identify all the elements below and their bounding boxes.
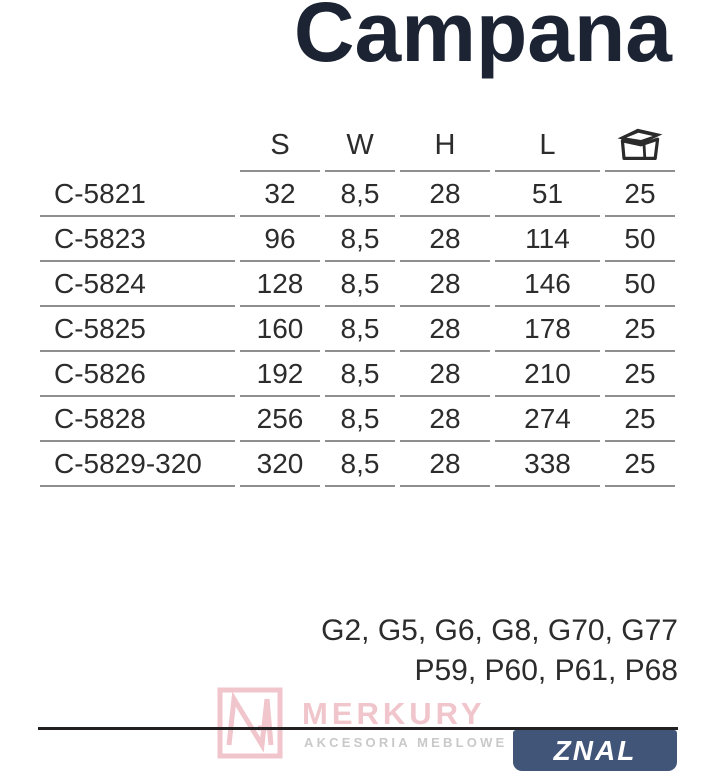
cell-s: 32 <box>240 172 320 217</box>
cell-qty: 25 <box>605 397 675 442</box>
cell-w: 8,5 <box>325 307 395 352</box>
table-row: C-5826 192 8,5 28 210 25 <box>40 352 675 397</box>
table-row: C-5828 256 8,5 28 274 25 <box>40 397 675 442</box>
cell-s: 128 <box>240 262 320 307</box>
cell-h: 28 <box>400 442 490 487</box>
cell-l: 114 <box>495 217 600 262</box>
cell-l: 178 <box>495 307 600 352</box>
cell-name: C-5821 <box>40 172 235 217</box>
cell-s: 256 <box>240 397 320 442</box>
product-title: Campana <box>293 0 672 79</box>
cell-qty: 25 <box>605 442 675 487</box>
cell-l: 51 <box>495 172 600 217</box>
cell-qty: 50 <box>605 217 675 262</box>
box-icon <box>617 128 663 160</box>
header-name <box>40 116 235 172</box>
cell-name: C-5824 <box>40 262 235 307</box>
table-row: C-5829-320 320 8,5 28 338 25 <box>40 442 675 487</box>
cell-h: 28 <box>400 262 490 307</box>
spec-table: S W H L C-5821 32 8,5 28 51 25 C-5823 96 8,5 28 11… <box>35 116 680 487</box>
cell-l: 274 <box>495 397 600 442</box>
table-row: C-5825 160 8,5 28 178 25 <box>40 307 675 352</box>
header-h: H <box>400 116 490 172</box>
cell-w: 8,5 <box>325 397 395 442</box>
cell-name: C-5828 <box>40 397 235 442</box>
cell-l: 338 <box>495 442 600 487</box>
header-s: S <box>240 116 320 172</box>
table-row: C-5821 32 8,5 28 51 25 <box>40 172 675 217</box>
cell-s: 160 <box>240 307 320 352</box>
finish-codes-line1: G2, G5, G6, G8, G70, G77 <box>321 614 678 647</box>
cell-l: 146 <box>495 262 600 307</box>
spec-table-header-row: S W H L <box>40 116 675 172</box>
cell-s: 320 <box>240 442 320 487</box>
cell-qty: 25 <box>605 172 675 217</box>
finish-codes: G2, G5, G6, G8, G70, G77 P59, P60, P61, … <box>321 611 678 691</box>
cell-name: C-5829-320 <box>40 442 235 487</box>
cell-w: 8,5 <box>325 217 395 262</box>
cell-name: C-5825 <box>40 307 235 352</box>
cell-w: 8,5 <box>325 262 395 307</box>
header-qty <box>605 116 675 172</box>
cell-h: 28 <box>400 217 490 262</box>
table-row: C-5824 128 8,5 28 146 50 <box>40 262 675 307</box>
cell-h: 28 <box>400 352 490 397</box>
spec-table-body: C-5821 32 8,5 28 51 25 C-5823 96 8,5 28 114 50 C-582… <box>40 172 675 487</box>
brand-wordmark: MERKURY <box>302 696 486 731</box>
cell-qty: 25 <box>605 352 675 397</box>
table-row: C-5823 96 8,5 28 114 50 <box>40 217 675 262</box>
cell-w: 8,5 <box>325 172 395 217</box>
header-w: W <box>325 116 395 172</box>
cell-w: 8,5 <box>325 352 395 397</box>
cell-qty: 50 <box>605 262 675 307</box>
header-l: L <box>495 116 600 172</box>
cell-h: 28 <box>400 172 490 217</box>
cell-name: C-5823 <box>40 217 235 262</box>
finish-codes-line2: P59, P60, P61, P68 <box>414 654 678 687</box>
cell-s: 192 <box>240 352 320 397</box>
cell-qty: 25 <box>605 307 675 352</box>
cell-h: 28 <box>400 397 490 442</box>
cell-l: 210 <box>495 352 600 397</box>
cell-s: 96 <box>240 217 320 262</box>
cell-h: 28 <box>400 307 490 352</box>
cell-name: C-5826 <box>40 352 235 397</box>
brand-tagline: AKCESORIA MEBLOWE <box>304 735 508 750</box>
merkury-logo-mark <box>217 687 283 759</box>
cell-w: 8,5 <box>325 442 395 487</box>
footer-rule <box>38 727 678 730</box>
material-badge: ZNAL <box>513 730 677 771</box>
